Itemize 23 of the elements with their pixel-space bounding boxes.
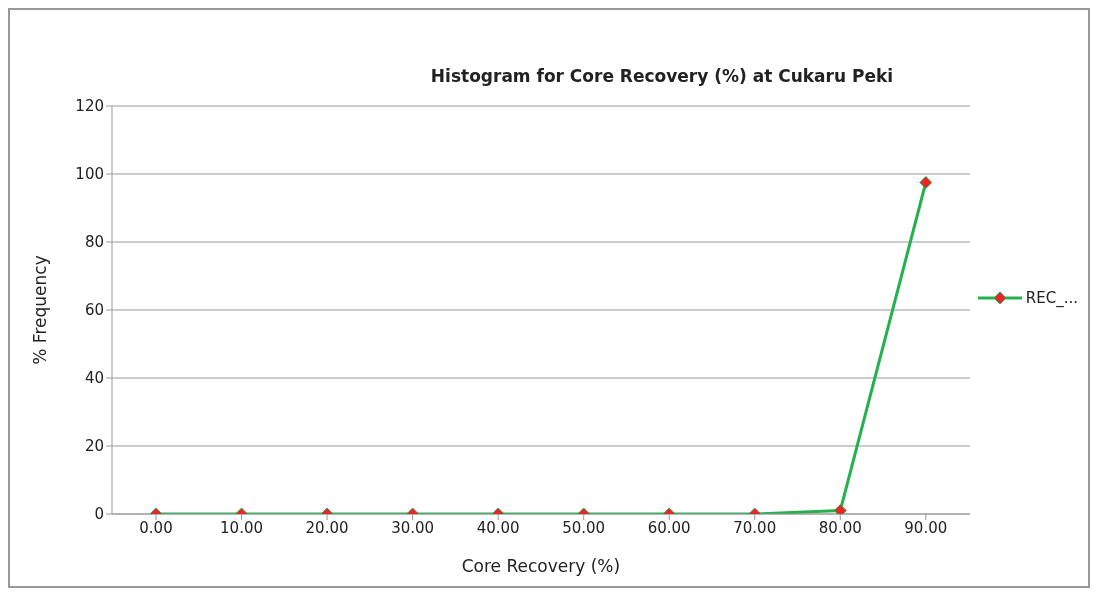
x-tick-label: 60.00	[647, 518, 691, 537]
x-tick-label: 0.00	[139, 518, 173, 537]
x-tick-label: 40.00	[476, 518, 520, 537]
y-tick-label: 100	[75, 165, 104, 184]
x-tick-label: 70.00	[733, 518, 777, 537]
x-tick-label: 50.00	[562, 518, 606, 537]
y-tick-label: 120	[75, 97, 104, 116]
x-tick-label: 20.00	[305, 518, 349, 537]
y-tick-label: 80	[84, 233, 104, 252]
x-axis-title: Core Recovery (%)	[461, 556, 621, 576]
x-tick-label: 90.00	[904, 518, 948, 537]
point	[833, 504, 847, 514]
legend-label: REC_...	[1025, 289, 1078, 307]
y-tick-label: 40	[84, 369, 104, 388]
x-tick-label: 10.00	[220, 518, 264, 537]
y-tick-label: 0	[94, 505, 104, 524]
y-axis-title: % Frequency	[30, 255, 51, 365]
y-tick-label: 60	[84, 301, 104, 320]
x-tick-label: 30.00	[391, 518, 435, 537]
y-tick-label: 20	[84, 437, 104, 456]
point	[919, 176, 933, 189]
chart-title: Histogram for Core Recovery (%) at Cukaru Peki	[429, 66, 895, 86]
x-tick-label: 80.00	[818, 518, 862, 537]
